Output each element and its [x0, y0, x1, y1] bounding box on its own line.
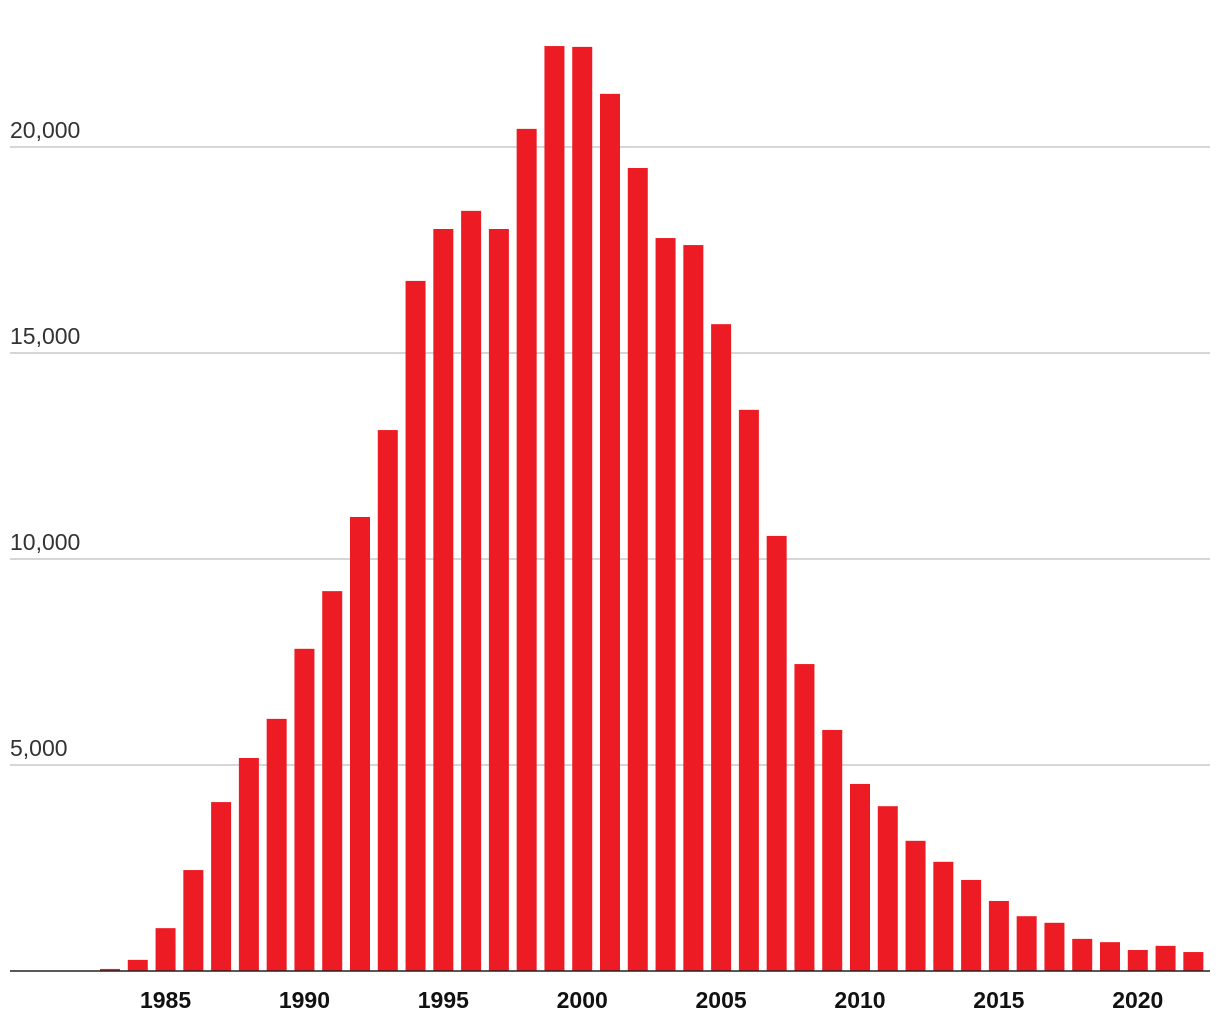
bar [1072, 938, 1093, 971]
x-tick-label: 2015 [973, 987, 1024, 1013]
bar [600, 93, 620, 972]
bar [211, 802, 232, 971]
bar [294, 648, 315, 971]
bar [905, 840, 926, 971]
bar [683, 245, 704, 971]
bar [322, 591, 343, 971]
bar [127, 959, 148, 971]
bar [1016, 916, 1037, 971]
bar [238, 757, 259, 971]
bar [516, 128, 537, 971]
bar [544, 46, 565, 972]
bar [961, 879, 982, 971]
y-tick-label: 20,000 [10, 117, 80, 143]
bar [1044, 922, 1065, 971]
bar [822, 729, 843, 971]
bar [1127, 949, 1148, 971]
bar [711, 324, 732, 971]
bar [850, 783, 870, 971]
bar [405, 280, 426, 971]
x-tick-label: 1985 [140, 987, 191, 1013]
bar [1155, 945, 1176, 971]
bar [100, 968, 120, 971]
x-tick-label: 1995 [418, 987, 469, 1013]
y-tick-label: 5,000 [10, 735, 68, 761]
bar [433, 228, 454, 971]
bar [1100, 942, 1120, 971]
bar [655, 238, 676, 971]
bar [794, 664, 815, 971]
bar [377, 430, 398, 971]
bar [461, 210, 482, 972]
y-tick-label: 10,000 [10, 529, 80, 555]
y-tick-label: 15,000 [10, 323, 80, 349]
x-tick-label: 2010 [834, 987, 885, 1013]
bar [738, 409, 759, 972]
x-tick-label: 1990 [279, 987, 330, 1013]
bar [766, 535, 787, 971]
x-tick-label: 2000 [557, 987, 608, 1013]
bar [572, 46, 593, 972]
bar [488, 228, 509, 971]
bar [627, 168, 648, 972]
bar [266, 718, 287, 971]
bar [155, 928, 176, 971]
x-tick-label: 2020 [1112, 987, 1163, 1013]
bar [1183, 952, 1204, 971]
bar [988, 900, 1009, 971]
bar [183, 870, 204, 971]
x-tick-label: 2005 [696, 987, 747, 1013]
bar [350, 516, 370, 971]
bar [933, 861, 954, 971]
bar [877, 806, 898, 971]
